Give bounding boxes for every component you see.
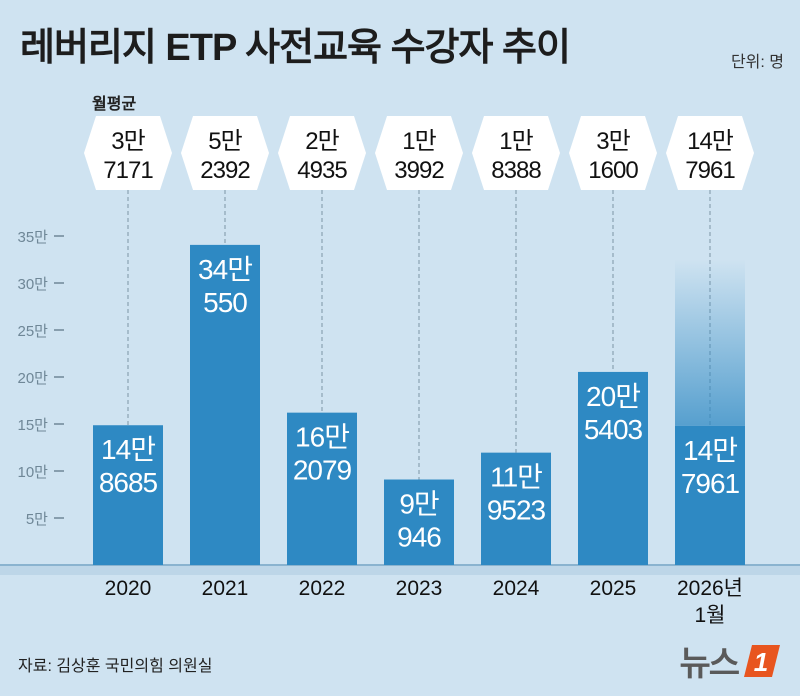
y-tick-label: 10만 — [18, 464, 49, 481]
monthly-average-hexagon — [666, 116, 754, 190]
monthly-average-hexagon — [569, 116, 657, 190]
x-category-label: 2021 — [202, 577, 249, 600]
monthly-average-label: 4935 — [297, 157, 347, 184]
bar-value-label: 8685 — [99, 467, 158, 498]
unit-label: 단위: 명 — [730, 54, 784, 71]
x-category-label: 2020 — [105, 577, 152, 600]
bar — [675, 425, 745, 565]
monthly-average-label: 8388 — [491, 157, 541, 184]
bar-value-label: 550 — [203, 287, 247, 318]
monthly-average-label: 7171 — [103, 157, 153, 184]
news1-logo: 뉴스 1 — [679, 636, 782, 685]
monthly-average-label: 2만 — [305, 128, 339, 155]
x-category-label: 2025 — [590, 577, 637, 600]
bar-value-label: 5403 — [584, 414, 643, 445]
bar — [190, 244, 260, 565]
monthly-average-label: 14만 — [687, 128, 734, 155]
monthly-average-hexagon — [84, 116, 172, 190]
baseline-band — [0, 565, 800, 575]
monthly-average-label: 2392 — [200, 157, 250, 184]
bar-value-label: 14만 — [683, 435, 737, 466]
bar-value-label: 14만 — [101, 434, 155, 465]
logo-text: 뉴스 — [679, 645, 740, 683]
monthly-average-label: 3만 — [111, 128, 145, 155]
y-tick-label: 5만 — [26, 511, 48, 528]
y-tick-label: 25만 — [18, 323, 49, 340]
monthly-average-label: 7961 — [685, 157, 735, 184]
bar-value-label: 16만 — [295, 422, 349, 453]
y-tick-label: 35만 — [18, 229, 49, 246]
source-note: 자료: 김상훈 국민의힘 의원실 — [18, 658, 213, 675]
bar — [287, 412, 357, 565]
monthly-average-label: 3992 — [394, 157, 444, 184]
bar-value-label: 9523 — [487, 495, 546, 526]
y-tick-label: 30만 — [18, 276, 49, 293]
monthly-average-label: 3만 — [596, 128, 630, 155]
x-category-label: 2024 — [493, 577, 540, 600]
monthly-average-hexagon — [375, 116, 463, 190]
monthly-average-hexagon — [472, 116, 560, 190]
y-tick-label: 20만 — [18, 370, 49, 387]
y-tick-label: 15만 — [18, 417, 49, 434]
monthly-average-label: 1만 — [499, 128, 533, 155]
bar-value-label: 7961 — [681, 468, 740, 499]
bar — [578, 371, 648, 565]
bar-value-label: 946 — [397, 522, 441, 553]
logo-mark-text: 1 — [754, 647, 768, 677]
bar-value-label: 34만 — [198, 254, 252, 285]
monthly-average-hexagon — [278, 116, 366, 190]
logo-mark-icon: 1 — [744, 644, 780, 677]
chart-title: 레버리지 ETP 사전교육 수강자 추이 — [20, 27, 571, 69]
projected-bar-fade — [675, 259, 745, 426]
monthly-average-hexagon — [181, 116, 269, 190]
bar — [384, 479, 454, 565]
bar-value-label: 11만 — [490, 462, 542, 493]
monthly-average-label: 1만 — [402, 128, 436, 155]
bar-value-label: 20만 — [586, 381, 640, 412]
monthly-average-label: 월평균 — [92, 96, 137, 113]
x-category-label: 1월 — [695, 604, 726, 627]
monthly-average-label: 1600 — [588, 157, 638, 184]
bar-value-label: 9만 — [399, 489, 439, 520]
bar — [93, 425, 163, 565]
bar-value-label: 2079 — [293, 455, 352, 486]
x-category-label: 2023 — [396, 577, 443, 600]
monthly-average-label: 5만 — [208, 128, 242, 155]
x-category-label: 2026년 — [677, 577, 743, 600]
bar — [481, 452, 551, 565]
x-category-label: 2022 — [299, 577, 346, 600]
